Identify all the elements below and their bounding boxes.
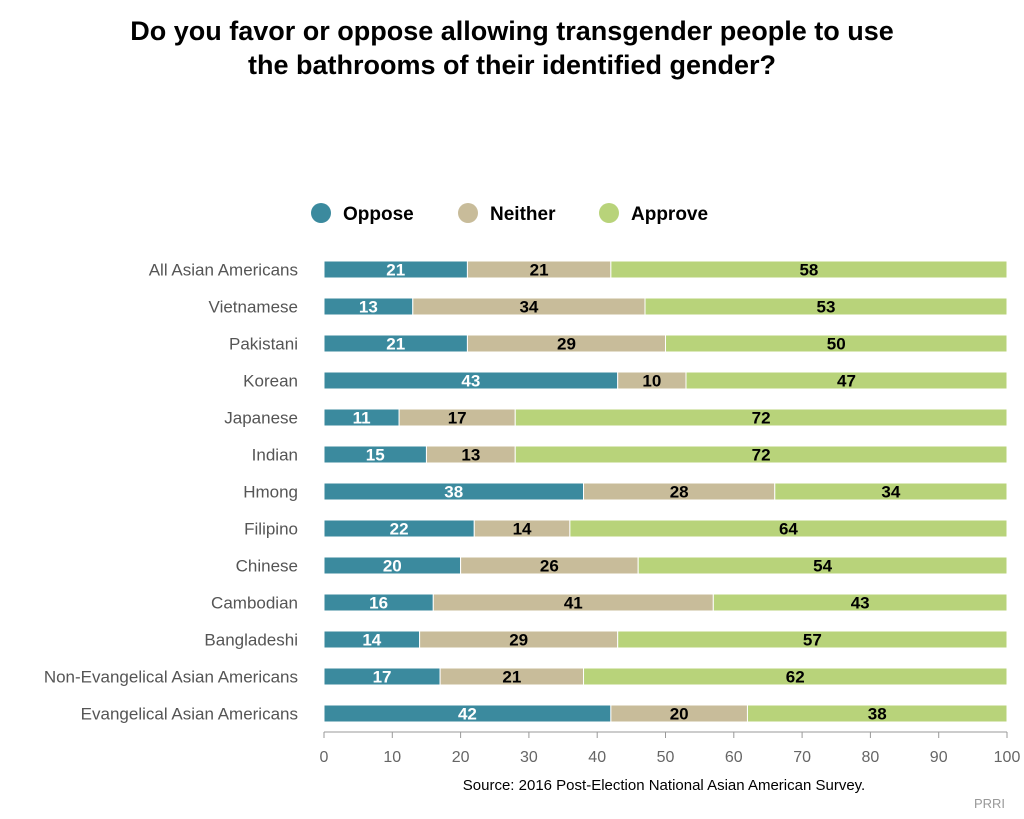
category-label: All Asian Americans: [149, 261, 298, 280]
bar-segment-approve: [774, 482, 1008, 501]
data-label-neither: 29: [557, 335, 576, 354]
category-label: Cambodian: [211, 594, 298, 613]
data-label-approve: 38: [868, 705, 887, 724]
data-label-neither: 28: [670, 483, 689, 502]
data-label-neither: 14: [513, 520, 532, 539]
legend-label-approve: Approve: [631, 204, 708, 225]
data-label-neither: 41: [564, 594, 583, 613]
x-tick-label: 40: [588, 749, 606, 766]
data-label-approve: 64: [779, 520, 798, 539]
bar-segment-approve: [712, 593, 1008, 612]
data-label-neither: 20: [670, 705, 689, 724]
x-tick-label: 30: [520, 749, 538, 766]
category-label: Chinese: [236, 557, 298, 576]
bar-segment-approve: [644, 297, 1008, 316]
legend-marker-approve: [599, 203, 619, 223]
bar-segment-approve: [637, 556, 1008, 575]
x-tick-label: 80: [862, 749, 880, 766]
bar-segment-approve: [617, 630, 1008, 649]
data-label-approve: 43: [851, 594, 870, 613]
data-label-neither: 26: [540, 557, 559, 576]
data-label-oppose: 16: [369, 594, 388, 613]
data-label-neither: 17: [448, 409, 467, 428]
data-label-oppose: 11: [353, 409, 371, 428]
x-tick-label: 50: [657, 749, 675, 766]
data-label-neither: 13: [461, 446, 480, 465]
x-tick-label: 20: [452, 749, 470, 766]
data-label-oppose: 22: [390, 520, 409, 539]
data-label-approve: 57: [803, 631, 822, 650]
chart-title: Do you favor or oppose allowing transgen…: [0, 14, 1024, 82]
category-label: Indian: [252, 446, 298, 465]
data-label-oppose: 13: [359, 298, 378, 317]
data-label-approve: 62: [786, 668, 805, 687]
category-label: Filipino: [244, 520, 298, 539]
data-label-oppose: 38: [444, 483, 463, 502]
legend-marker-neither: [458, 203, 478, 223]
data-label-oppose: 42: [458, 705, 477, 724]
data-label-oppose: 21: [386, 261, 405, 280]
category-label: Non-Evangelical Asian Americans: [44, 668, 298, 687]
x-tick-label: 100: [994, 749, 1021, 766]
data-label-approve: 54: [813, 557, 832, 576]
bar-segment-approve: [685, 371, 1008, 390]
x-tick-label: 10: [383, 749, 401, 766]
category-label: Bangladeshi: [204, 631, 298, 650]
credit-label: PRRI: [974, 796, 1005, 811]
data-label-approve: 47: [837, 372, 856, 391]
bar-segment-approve: [583, 667, 1008, 686]
bar-segment-approve: [746, 704, 1008, 723]
x-tick-label: 60: [725, 749, 743, 766]
category-label: Korean: [243, 372, 298, 391]
bar-segment-approve: [514, 408, 1008, 427]
data-label-approve: 50: [827, 335, 846, 354]
x-tick-label: 0: [320, 749, 329, 766]
data-label-oppose: 17: [373, 668, 392, 687]
data-label-approve: 34: [881, 483, 900, 502]
data-label-neither: 21: [502, 668, 521, 687]
chart-title-line-2: the bathrooms of their identified gender…: [247, 50, 777, 80]
x-tick-label: 70: [793, 749, 811, 766]
data-label-neither: 34: [519, 298, 538, 317]
data-label-oppose: 15: [366, 446, 385, 465]
bar-segment-approve: [610, 260, 1008, 279]
chart-title-line-1: Do you favor or oppose allowing transgen…: [130, 16, 894, 46]
data-label-neither: 29: [509, 631, 528, 650]
data-label-neither: 21: [530, 261, 549, 280]
data-label-approve: 58: [799, 261, 818, 280]
category-label: Evangelical Asian Americans: [81, 705, 298, 724]
bar-segment-approve: [569, 519, 1008, 538]
legend-label-neither: Neither: [490, 204, 556, 225]
x-tick-label: 90: [930, 749, 948, 766]
category-label: Vietnamese: [209, 298, 298, 317]
bar-segment-approve: [665, 334, 1008, 353]
data-label-approve: 53: [817, 298, 836, 317]
category-label: Japanese: [224, 409, 298, 428]
source-note: Source: 2016 Post-Election National Asia…: [463, 777, 865, 794]
data-label-approve: 72: [752, 409, 771, 428]
bar-segment-approve: [514, 445, 1008, 464]
data-label-oppose: 43: [461, 372, 480, 391]
category-label: Pakistani: [229, 335, 298, 354]
category-label: Hmong: [243, 483, 298, 502]
data-label-oppose: 14: [362, 631, 381, 650]
legend-label-oppose: Oppose: [343, 204, 414, 225]
legend-marker-oppose: [311, 203, 331, 223]
data-label-approve: 72: [752, 446, 771, 465]
data-label-oppose: 21: [386, 335, 405, 354]
data-label-neither: 10: [642, 372, 661, 391]
data-label-oppose: 20: [383, 557, 402, 576]
